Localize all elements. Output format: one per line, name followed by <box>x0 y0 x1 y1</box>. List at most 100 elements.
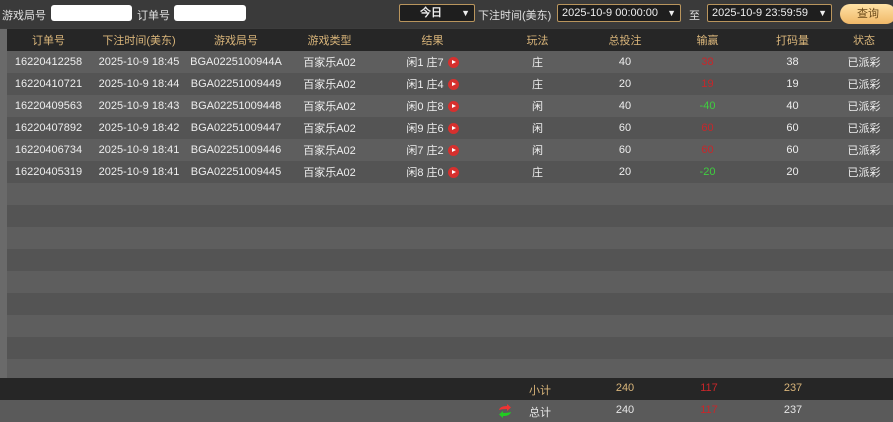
total-label: 总计 <box>529 407 551 419</box>
game-no-label: 游戏局号 <box>2 10 46 22</box>
cell-3: 百家乐A02 <box>284 95 375 117</box>
cell-text: 2025-10-9 18:41 <box>98 144 180 156</box>
cell-9 <box>835 249 893 271</box>
cell-5: 庄 <box>490 73 585 95</box>
cell-8 <box>750 249 835 271</box>
cell-2: BGA02251009446 <box>188 139 284 161</box>
cell-text: 闲8 庄0 <box>406 167 444 179</box>
empty-row <box>0 183 893 205</box>
cell-2 <box>188 227 284 249</box>
cell-9 <box>835 315 893 337</box>
table-row[interactable]: 16220412258 2025-10-9 18:45 BGA0225100944A… <box>0 51 893 73</box>
play-video-icon[interactable] <box>447 79 459 90</box>
play-video-icon[interactable] <box>447 167 459 178</box>
order-no-label: 订单号 <box>137 10 170 22</box>
cell-0: 16220405319 <box>7 161 90 183</box>
end-time-select[interactable]: 2025-10-9 23:59:59 ▼ <box>707 4 832 22</box>
table-row[interactable]: 16220410721 2025-10-9 18:44 BGA02251009449… <box>0 73 893 95</box>
table-row[interactable]: 16220407892 2025-10-9 18:42 BGA02251009447… <box>0 117 893 139</box>
cell-text: 百家乐A02 <box>303 167 356 179</box>
cell-text: 闲1 庄7 <box>406 57 444 69</box>
cell-7 <box>665 359 750 381</box>
cell-5 <box>490 249 585 271</box>
cell-text: 60 <box>618 144 632 156</box>
cell-6 <box>585 337 665 359</box>
cell-1: 2025-10-9 18:41 <box>90 139 188 161</box>
cell-text: 百家乐A02 <box>303 57 356 69</box>
cell-2 <box>188 205 284 227</box>
cell-3 <box>284 359 375 381</box>
cell-9 <box>835 205 893 227</box>
cell-3 <box>284 293 375 315</box>
start-time-value: 2025-10-9 00:00:00 <box>562 7 659 19</box>
column-header: 游戏类型 <box>284 29 375 51</box>
cell-9 <box>835 183 893 205</box>
cell-3 <box>284 271 375 293</box>
cell-9: 已派彩 <box>835 73 893 95</box>
play-video-icon[interactable] <box>447 145 459 156</box>
table-row[interactable]: 16220406734 2025-10-9 18:41 BGA02251009446… <box>0 139 893 161</box>
play-video-icon[interactable] <box>447 57 459 68</box>
cell-4: 闲7 庄2 <box>375 139 490 161</box>
cell-3 <box>284 227 375 249</box>
cell-3 <box>284 337 375 359</box>
cell-4 <box>375 227 490 249</box>
cell-text: 16220407892 <box>14 122 83 134</box>
game-no-input[interactable] <box>51 5 132 21</box>
table-row[interactable]: 16220405319 2025-10-9 18:41 BGA02251009445… <box>0 161 893 183</box>
play-video-icon[interactable] <box>447 101 459 112</box>
cell-6: 60 <box>585 139 665 161</box>
cell-text: 庄 <box>532 79 543 91</box>
cell-4 <box>375 315 490 337</box>
cell-6 <box>585 359 665 381</box>
cell-1 <box>90 315 188 337</box>
cell-1 <box>90 359 188 381</box>
column-header: 打码量 <box>750 29 835 51</box>
cell-text: 百家乐A02 <box>303 145 356 157</box>
cell-text: 已派彩 <box>847 167 881 179</box>
period-value: 今日 <box>420 7 442 19</box>
cell-8 <box>750 183 835 205</box>
cell-text: 已派彩 <box>847 123 881 135</box>
empty-row <box>0 359 893 381</box>
cell-8: 20 <box>750 161 835 183</box>
cell-2: BGA02251009448 <box>188 95 284 117</box>
cell-text: 闲 <box>532 145 543 157</box>
column-header: 输赢 <box>665 29 750 51</box>
cell-0 <box>7 249 90 271</box>
table-row[interactable]: 16220409563 2025-10-9 18:43 BGA02251009448… <box>0 95 893 117</box>
cell-text: 百家乐A02 <box>303 101 356 113</box>
cell-text: 庄 <box>532 167 543 179</box>
cell-2 <box>188 315 284 337</box>
cell-text: 已派彩 <box>847 79 881 91</box>
query-button[interactable]: 查询 <box>840 4 893 24</box>
cell-text: 16220405319 <box>14 166 83 178</box>
cell-text: 20 <box>786 166 799 178</box>
order-no-input[interactable] <box>174 5 246 21</box>
period-select[interactable]: 今日 ▼ <box>399 4 475 22</box>
play-video-icon[interactable] <box>447 123 459 134</box>
cell-text: 60 <box>786 144 799 156</box>
start-time-select[interactable]: 2025-10-9 00:00:00 ▼ <box>557 4 681 22</box>
cell-6 <box>585 271 665 293</box>
subtotal-label: 小计 <box>529 385 551 397</box>
column-header: 订单号 <box>7 29 90 51</box>
cell-5 <box>490 205 585 227</box>
cell-text: 38 <box>786 56 799 68</box>
column-header: 总投注 <box>585 29 665 51</box>
cell-0 <box>7 293 90 315</box>
cell-7 <box>665 315 750 337</box>
cell-4: 闲0 庄8 <box>375 95 490 117</box>
cell-2 <box>188 249 284 271</box>
cell-5 <box>490 337 585 359</box>
cell-1 <box>90 337 188 359</box>
cell-text: BGA02251009449 <box>190 78 282 90</box>
column-header: 玩法 <box>490 29 585 51</box>
cell-text: 19 <box>701 78 714 90</box>
cell-3: 百家乐A02 <box>284 161 375 183</box>
refresh-icon[interactable] <box>497 403 513 419</box>
cell-text: 16220409563 <box>14 100 83 112</box>
cell-0 <box>7 227 90 249</box>
cell-5 <box>490 271 585 293</box>
cell-9: 已派彩 <box>835 117 893 139</box>
